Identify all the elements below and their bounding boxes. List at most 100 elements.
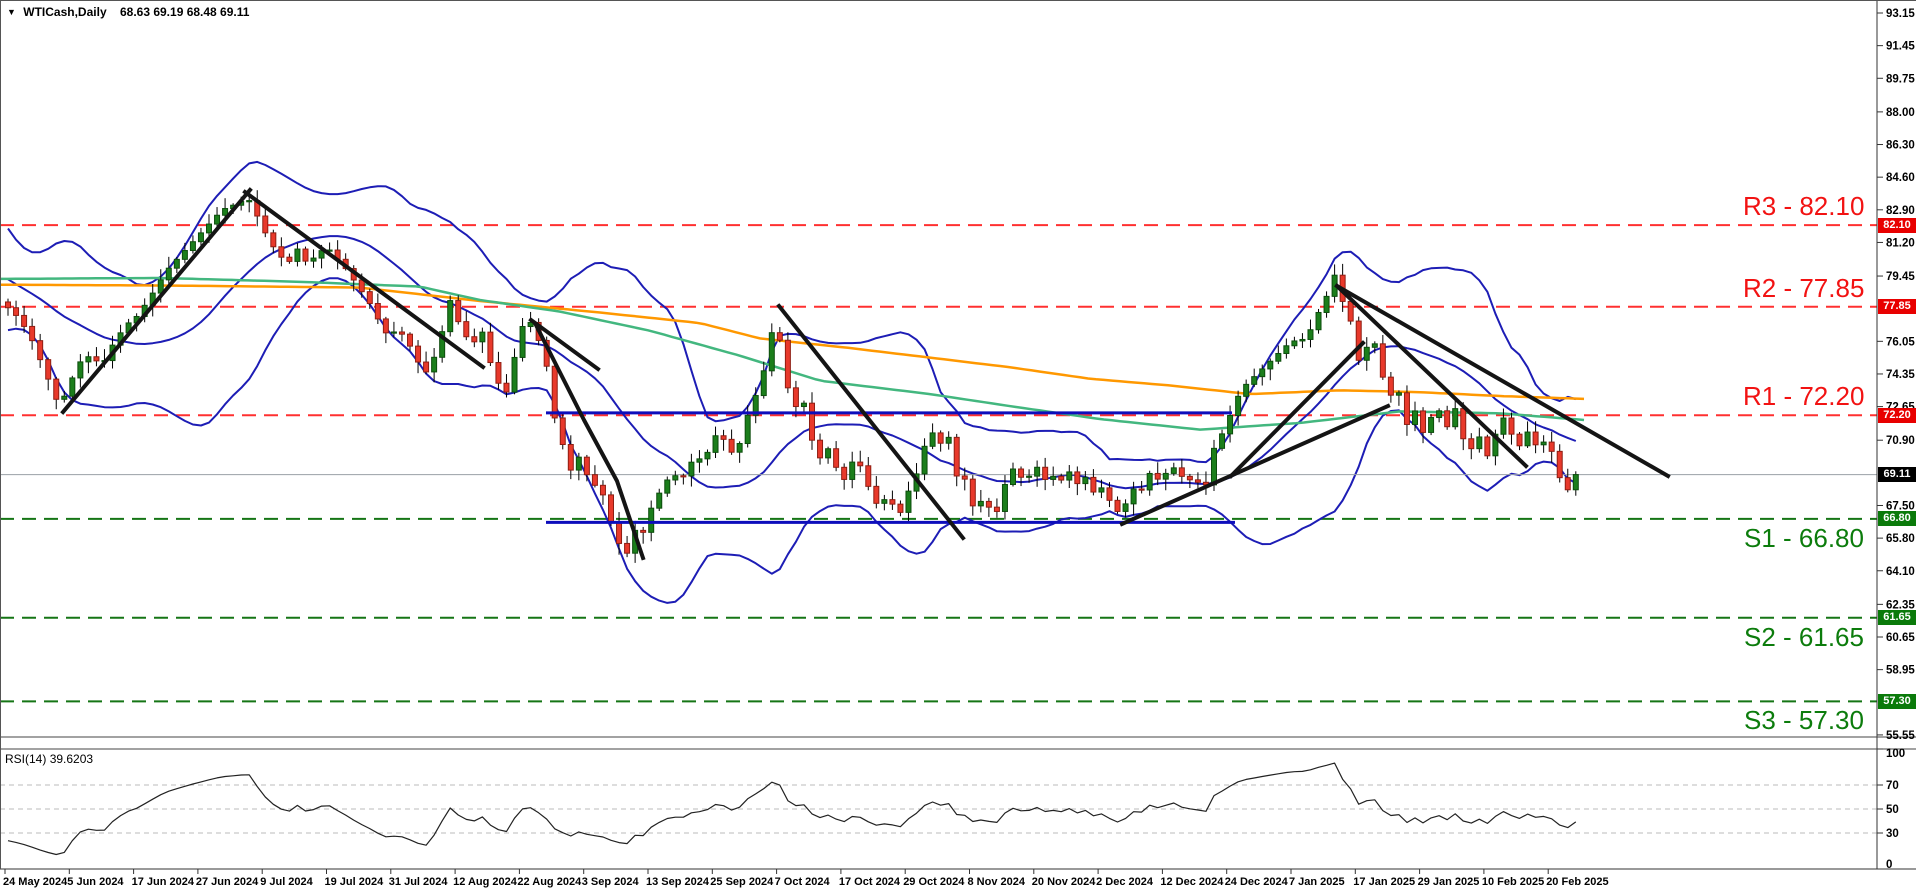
support-resistance-lines: [0, 224, 1877, 703]
bull-candle: [1363, 346, 1370, 361]
date-axis-label: 24 Dec 2024: [1225, 876, 1289, 888]
bull-candle: [1010, 468, 1016, 486]
bull-candle: [1476, 436, 1483, 450]
bear-candle: [551, 365, 558, 419]
level-label-r1: R1 - 72.20: [1743, 381, 1865, 412]
rsi-indicator-label: RSI(14) 39.6203: [5, 752, 93, 766]
bull-candle: [1315, 311, 1322, 331]
rsi-value: 39.6203: [49, 752, 94, 766]
bear-candle: [1018, 468, 1025, 478]
bull-candle: [173, 258, 180, 269]
moving-averages: [0, 276, 1585, 431]
date-axis[interactable]: 24 May 2024 5 Jun 2024 17 Jun 2024 27 Jun 2…: [3, 869, 1609, 888]
bollinger-middle[interactable]: [7, 235, 1577, 490]
rsi-line: [7, 762, 1577, 856]
bull-candle: [246, 200, 253, 203]
ma-fast-green-line[interactable]: [0, 276, 1585, 431]
bear-candle: [865, 465, 872, 487]
bear-candle: [398, 331, 405, 335]
date-axis-label: 29 Oct 2024: [903, 876, 965, 888]
ma-slow-orange-line[interactable]: [0, 283, 1585, 401]
bear-candle: [985, 500, 992, 508]
bear-candle: [608, 494, 614, 523]
price-axis-tick-label: 67.50: [1886, 500, 1915, 512]
bull-candle: [165, 267, 172, 281]
bull-candle: [222, 208, 229, 216]
rsi-axis[interactable]: 100 70 50 30 0: [1877, 748, 1905, 871]
bull-candle: [1026, 475, 1033, 478]
bull-candle: [61, 395, 68, 400]
bear-candle: [616, 521, 623, 544]
bull-candle: [69, 377, 76, 397]
bollinger-bands: [7, 160, 1577, 604]
bull-candle: [197, 232, 204, 243]
bear-candle: [302, 248, 309, 262]
date-axis-label: 31 Jul 2024: [389, 876, 449, 888]
bollinger-lower[interactable]: [7, 277, 1577, 604]
pane-borders: [0, 0, 1916, 870]
price-axis-tick-label: 58.95: [1886, 665, 1915, 677]
date-axis-label: 25 Sep 2024: [710, 876, 774, 888]
date-axis-label: 5 Jun 2024: [67, 876, 124, 888]
price-tag-57-30: 57.30: [1878, 693, 1916, 709]
bear-candle: [897, 503, 904, 513]
bear-candle: [45, 359, 52, 380]
trendline-8[interactable]: [1334, 283, 1529, 469]
bull-candle: [849, 461, 856, 480]
bull-candle: [1235, 395, 1242, 417]
bear-candle: [993, 506, 1000, 512]
rsi-name: RSI(14): [5, 752, 47, 766]
trendline-7[interactable]: [1228, 340, 1366, 479]
candlesticks[interactable]: [5, 190, 1579, 563]
bull-candle: [648, 507, 655, 533]
bear-candle: [1556, 450, 1563, 479]
bull-candle: [1267, 360, 1274, 370]
bear-candle: [463, 321, 470, 338]
bull-candle: [1122, 503, 1129, 512]
bull-candle: [696, 458, 703, 463]
trendline-1[interactable]: [60, 187, 253, 415]
price-axis-tick-label: 81.20: [1886, 237, 1915, 249]
chart-title: ▼ WTICash,Daily 68.63 69.19 68.48 69.11: [7, 5, 249, 19]
bull-candle: [310, 257, 317, 262]
bull-candle: [1001, 484, 1008, 512]
bear-candle: [809, 402, 815, 441]
trendline-9[interactable]: [1334, 283, 1671, 479]
trendline-5[interactable]: [776, 303, 966, 541]
bear-candle: [961, 475, 968, 480]
bull-candle: [1283, 345, 1290, 354]
bear-candle: [1387, 376, 1394, 396]
bull-candle: [1170, 467, 1177, 474]
price-axis-tick-label: 86.30: [1886, 140, 1915, 152]
bull-candle: [214, 214, 221, 225]
date-axis-label: 17 Jun 2024: [132, 876, 195, 888]
collapse-expert-icon[interactable]: ▼: [7, 7, 16, 17]
bear-candle: [13, 307, 20, 316]
bull-candle: [294, 248, 301, 262]
date-axis-label: 20 Feb 2025: [1546, 876, 1608, 888]
bull-candle: [1211, 447, 1217, 486]
trendline-4[interactable]: [533, 322, 646, 561]
price-axis-tick-label: 55.55: [1886, 730, 1915, 742]
price-axis[interactable]: 93.15 91.45 89.75 88.00 86.30 84.60 82.90 81.20…: [1877, 8, 1915, 742]
bull-candle: [656, 492, 663, 509]
price-tag-72-20: 72.20: [1878, 407, 1916, 423]
bear-candle: [471, 336, 478, 343]
trendline-3[interactable]: [528, 317, 601, 372]
bull-candle: [1066, 471, 1073, 481]
trendline-2[interactable]: [242, 189, 486, 370]
bollinger-upper[interactable]: [7, 160, 1577, 464]
price-axis-tick-label: 89.75: [1886, 73, 1915, 85]
price-tag-82-10: 82.10: [1878, 217, 1916, 233]
bear-candle: [503, 382, 510, 393]
date-axis-label: 3 Sep 2024: [582, 876, 640, 888]
bear-candle: [1074, 471, 1081, 485]
level-label-s1: S1 - 66.80: [1744, 522, 1864, 553]
bull-candle: [800, 402, 807, 408]
price-tag-77-85: 77.85: [1878, 299, 1916, 315]
bull-candle: [77, 361, 84, 379]
trendline-6[interactable]: [1119, 403, 1391, 527]
level-label-s3: S3 - 57.30: [1744, 705, 1864, 736]
